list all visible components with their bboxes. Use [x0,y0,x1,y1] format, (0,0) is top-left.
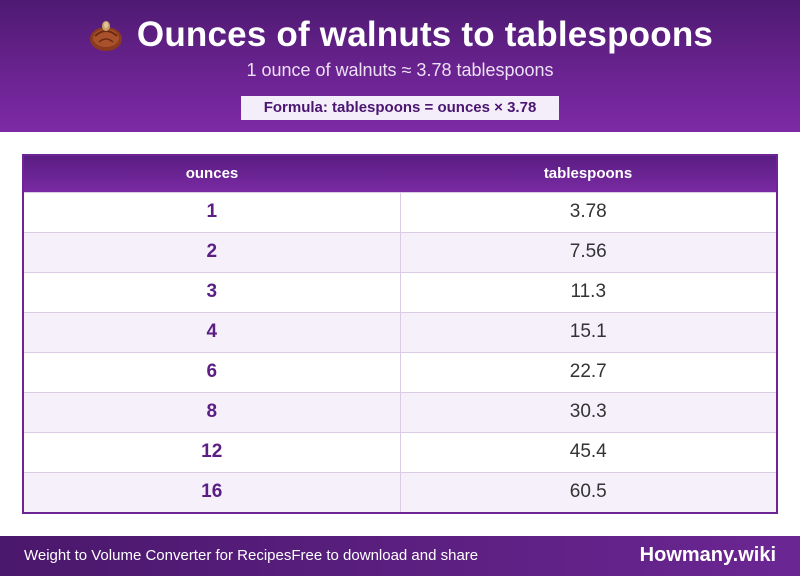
ounces-cell: 3 [24,271,401,312]
table-row: 3 11.3 [24,271,776,312]
tablespoons-cell: 15.1 [400,311,776,352]
conversion-table: ounces tablespoons 1 3.78 2 7.56 3 11.3 … [22,154,778,514]
footer: Weight to Volume Converter for RecipesFr… [0,536,800,576]
table-row: 12 45.4 [24,431,776,472]
table-header-row: ounces tablespoons [24,156,776,192]
tablespoons-cell: 11.3 [400,271,776,312]
tablespoons-cell: 30.3 [400,391,776,432]
formula-box: Formula: tablespoons = ounces × 3.78 [241,96,559,120]
tablespoons-cell: 3.78 [400,191,776,232]
walnut-icon [89,21,122,51]
table-row: 1 3.78 [24,191,776,232]
footer-share-text: Free to download and share [291,547,479,564]
ounces-cell: 6 [24,351,401,392]
column-header-ounces: ounces [185,165,239,183]
table-row: 16 60.5 [24,471,776,512]
footer-converter-name: Weight to Volume Converter for Recipes [24,547,292,564]
tablespoons-cell: 22.7 [400,351,776,392]
brand-logo[interactable]: Howmany.wiki [639,544,776,566]
table-row: 2 7.56 [24,231,776,272]
header: Ounces of walnuts to tablespoons 1 ounce… [0,0,800,132]
table-row: 4 15.1 [24,311,776,352]
tablespoons-cell: 60.5 [400,471,776,512]
ounces-cell: 12 [24,431,401,472]
column-header-tablespoons: tablespoons [543,165,633,183]
page-subtitle: 1 ounce of walnuts ≈ 3.78 tablespoons [246,60,554,80]
title-row: Ounces of walnuts to tablespoons [0,14,800,56]
tablespoons-cell: 7.56 [400,231,776,272]
tablespoons-cell: 45.4 [400,431,776,472]
ounces-cell: 4 [24,311,401,352]
ounces-cell: 1 [24,191,401,232]
page-title: Ounces of walnuts to tablespoons [136,15,714,54]
table-row: 6 22.7 [24,351,776,392]
ounces-cell: 16 [24,471,401,512]
ounces-cell: 2 [24,231,401,272]
footer-text: Weight to Volume Converter for RecipesFr… [24,547,478,564]
ounces-cell: 8 [24,391,401,432]
table-row: 8 30.3 [24,391,776,432]
